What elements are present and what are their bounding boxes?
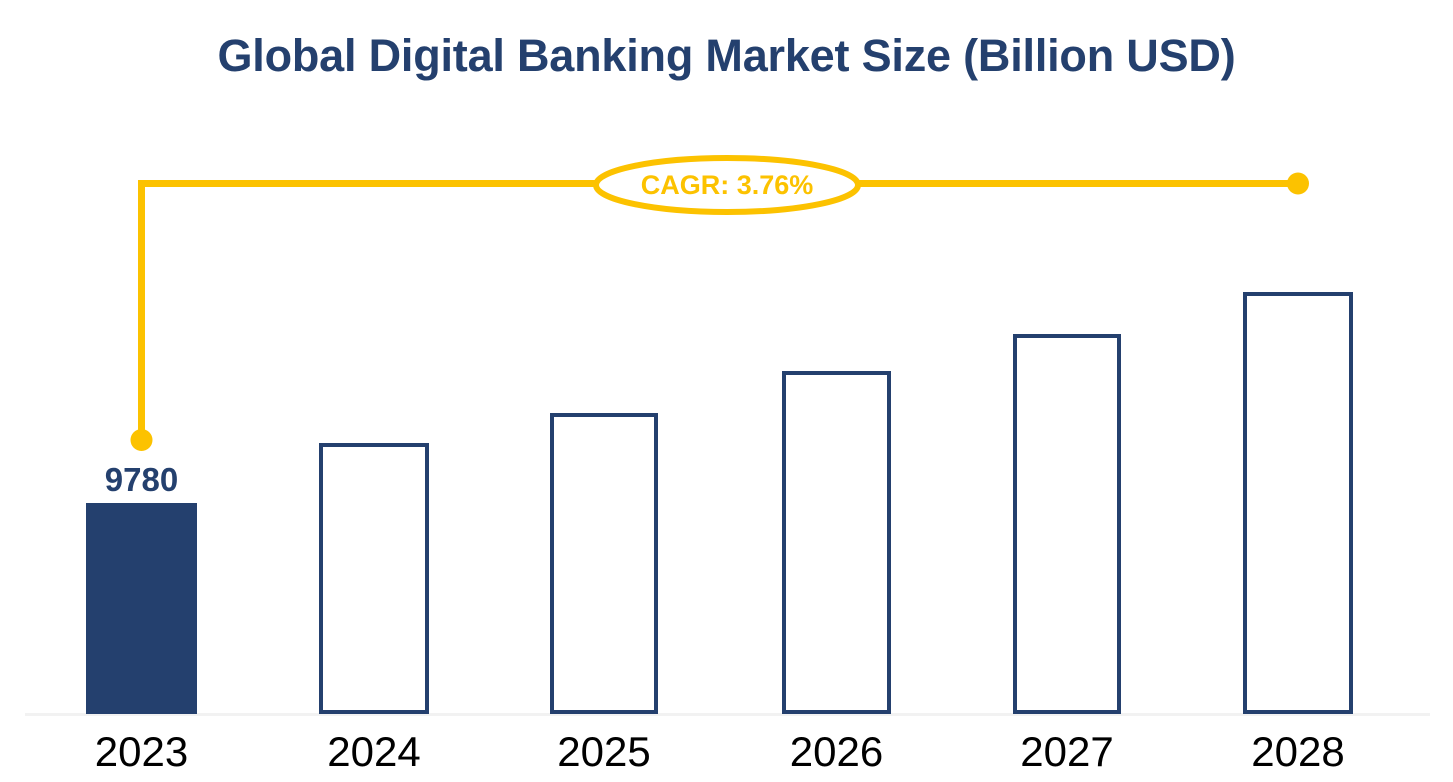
x-axis-label-2025: 2025 [557, 728, 651, 775]
bar-2023[interactable] [86, 503, 197, 714]
bar-value-label-2023: 9780 [104, 461, 179, 498]
bar-2024[interactable] [319, 443, 429, 714]
x-axis-label-2027: 2027 [1020, 728, 1114, 775]
bar-2025[interactable] [550, 413, 658, 714]
bar-2026[interactable] [782, 371, 891, 714]
x-axis-label-2026: 2026 [789, 728, 884, 775]
x-axis-label-2023: 2023 [94, 728, 189, 775]
x-axis-baseline [25, 713, 1430, 716]
bar-2028[interactable] [1243, 292, 1353, 714]
chart-title: Global Digital Banking Market Size (Bill… [217, 30, 1236, 81]
x-axis-label-2028: 2028 [1251, 728, 1345, 775]
bar-2027[interactable] [1013, 334, 1121, 714]
x-axis-label-2024: 2024 [327, 728, 421, 775]
